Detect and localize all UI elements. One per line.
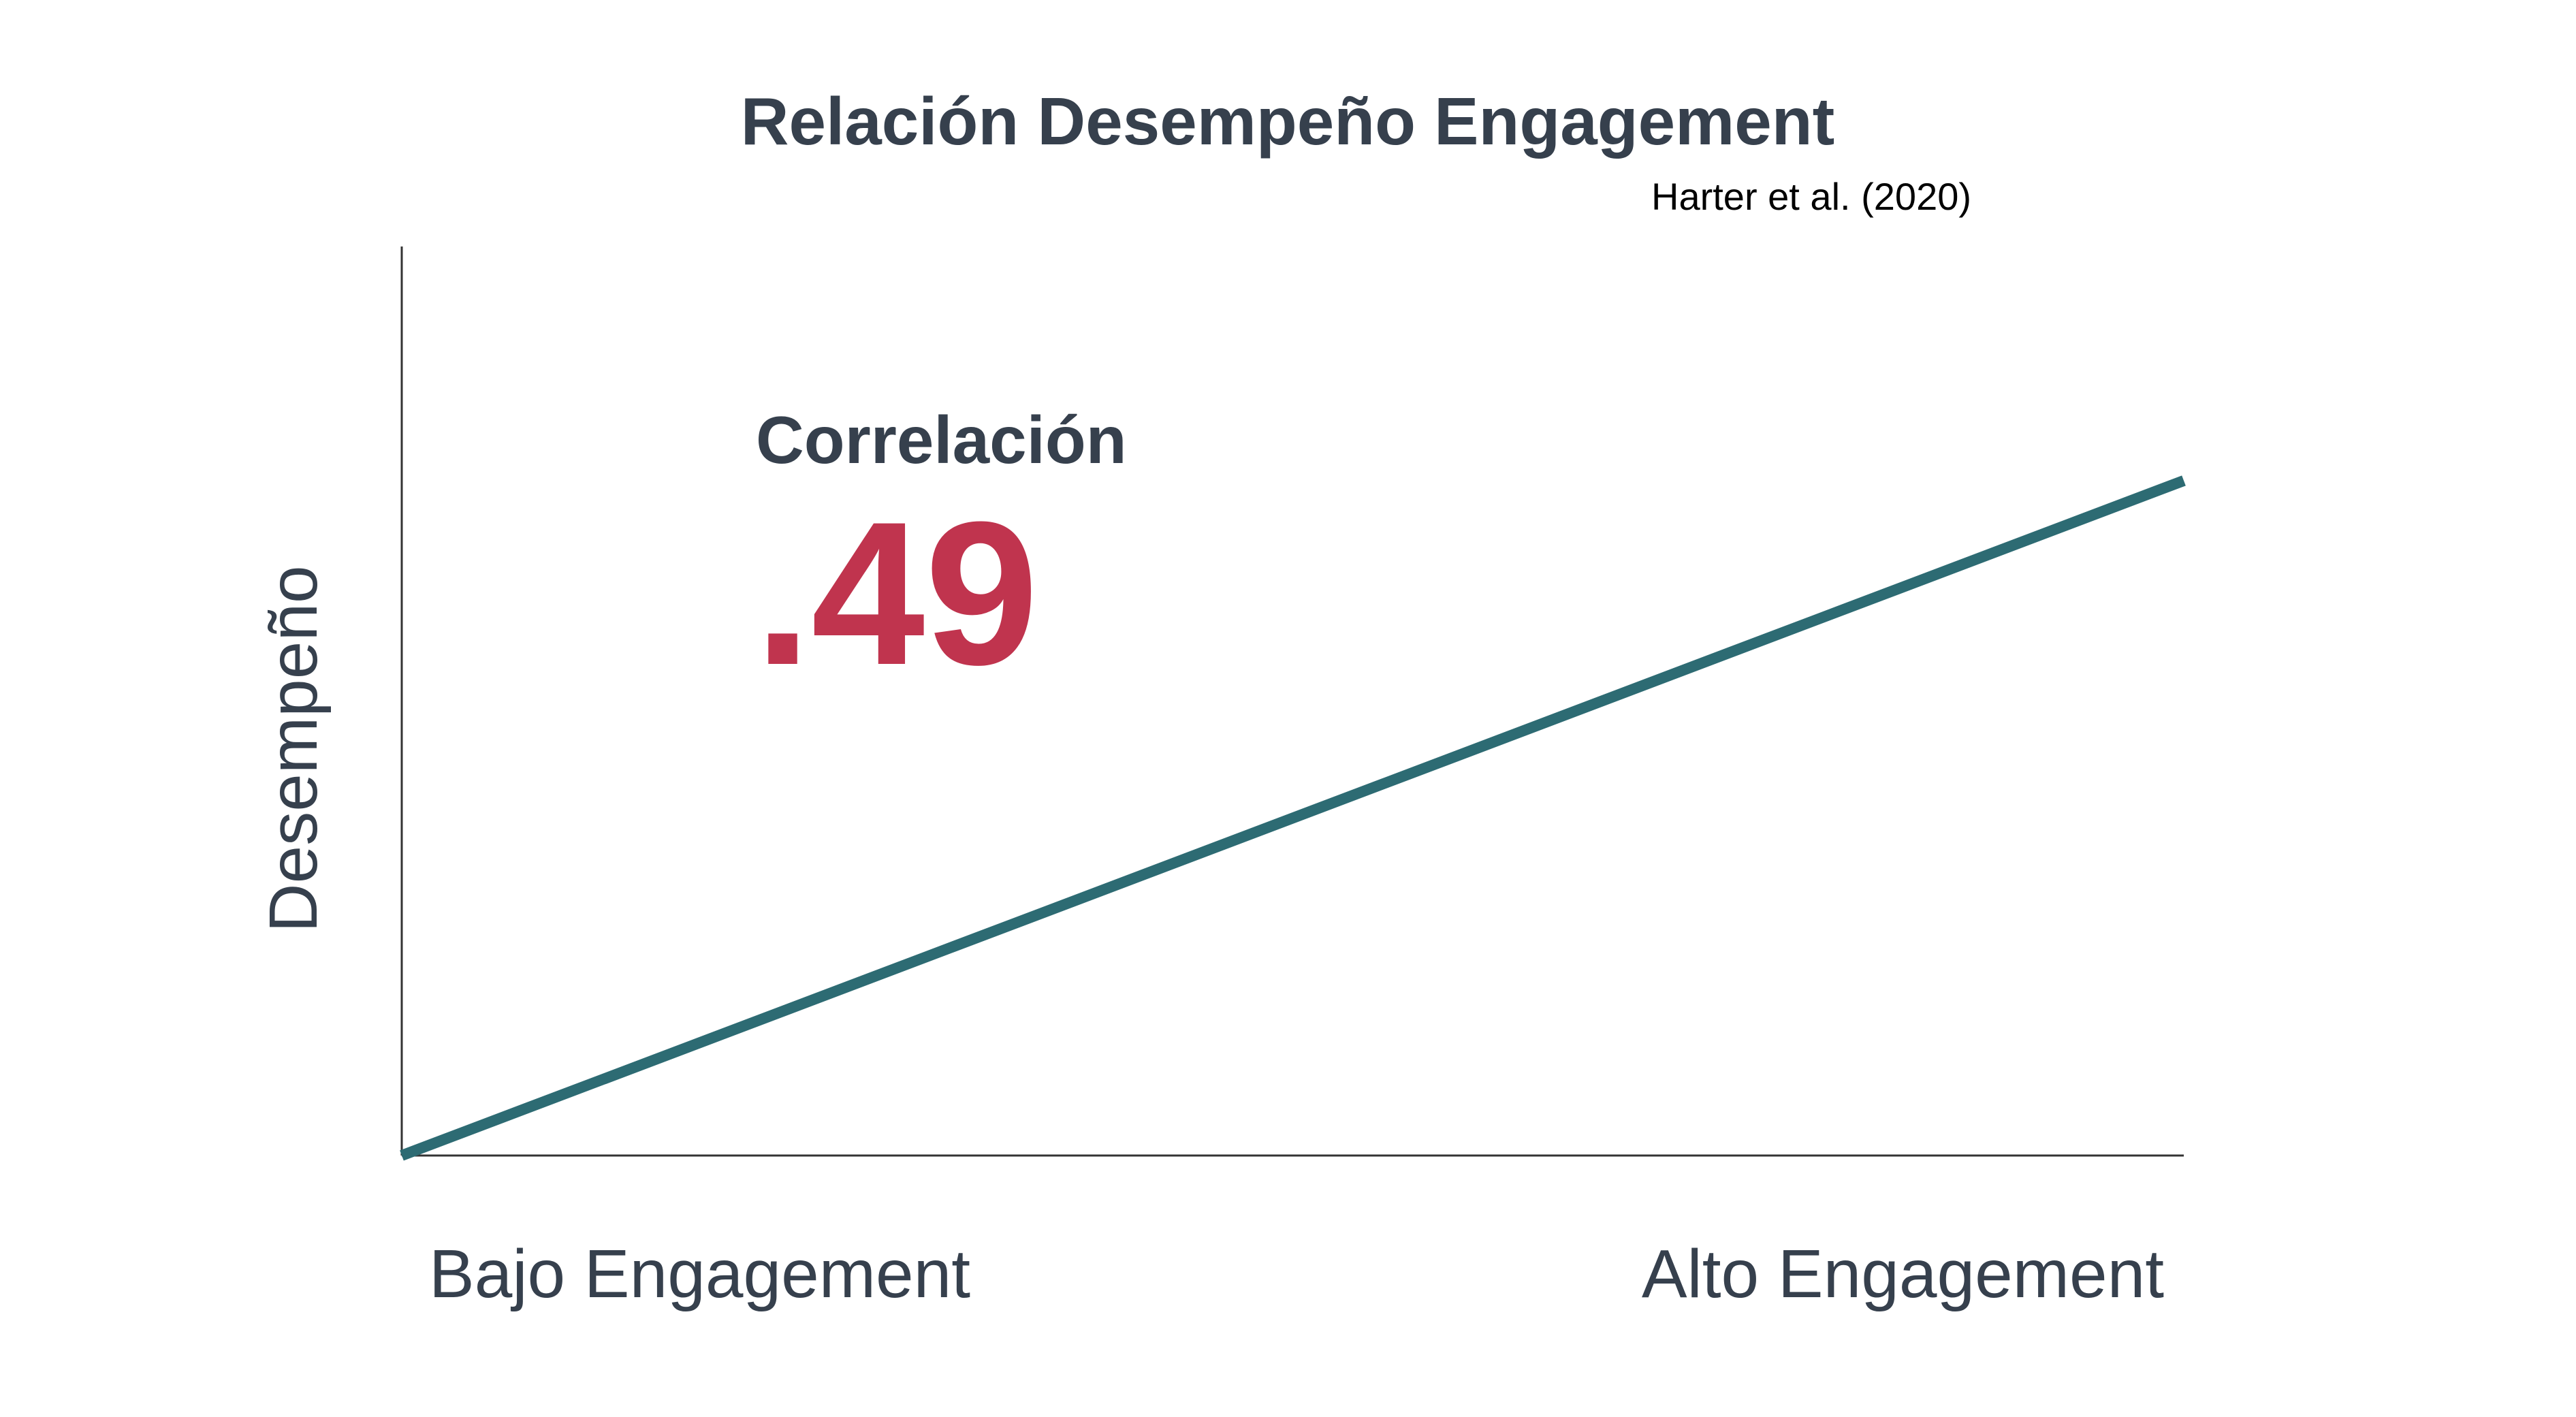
- y-axis-label: Desempeño: [255, 565, 332, 932]
- correlation-value: .49: [754, 479, 1038, 707]
- series-line: [400, 475, 2186, 1161]
- chart-source: Harter et al. (2020): [1651, 175, 1971, 218]
- correlation-label: Correlación: [756, 402, 1127, 477]
- chart-title: Relación Desempeño Engagement: [741, 84, 1835, 159]
- x-tick-label-low: Bajo Engagement: [429, 1236, 970, 1312]
- x-tick-label-high: Alto Engagement: [1642, 1236, 2164, 1312]
